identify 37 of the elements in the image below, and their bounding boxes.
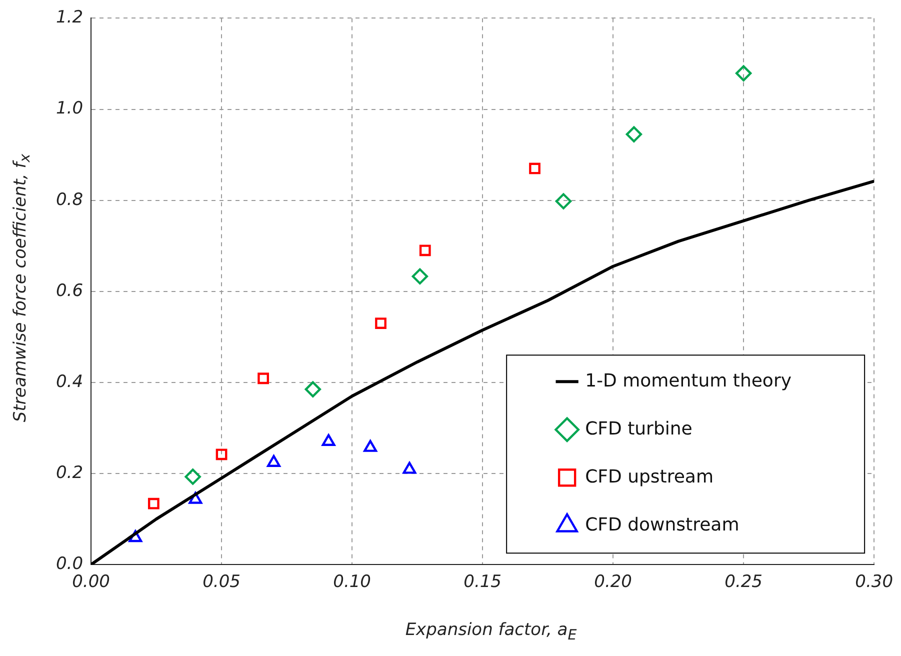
point — [412, 268, 428, 284]
point — [216, 448, 228, 460]
legend-label: CFD upstream — [585, 466, 714, 488]
y-tick-label: 0.2 — [56, 462, 84, 483]
y-tick-label: 0.0 — [56, 554, 84, 574]
point — [735, 65, 752, 82]
point — [529, 162, 540, 174]
point — [626, 126, 642, 142]
point — [188, 492, 202, 504]
x-tick-label: 0.05 — [202, 572, 240, 592]
legend-label: CFD turbine — [585, 418, 692, 440]
point — [402, 462, 416, 474]
point — [375, 318, 386, 329]
point — [364, 440, 378, 452]
legend-label: 1-D momentum theory — [585, 370, 792, 392]
y-tick-label: 1.0 — [56, 98, 84, 119]
point — [267, 455, 280, 467]
y-tick-label: 0.6 — [56, 280, 84, 301]
point — [304, 381, 321, 398]
x-tick-label: 0.25 — [724, 572, 762, 592]
y-tick-label: 0.8 — [56, 190, 84, 210]
x-tick-label: 0.20 — [594, 572, 632, 592]
x-tick-label: 0.10 — [333, 572, 371, 592]
point — [184, 468, 201, 485]
x-tick-label: 0.30 — [855, 572, 894, 592]
point — [258, 372, 269, 384]
legend-label: CFD downstream — [585, 514, 740, 536]
point — [148, 498, 160, 510]
x-axis-title: Expansion factor, a$_{E}$ — [405, 620, 577, 644]
y-tick-label: 0.4 — [56, 372, 84, 392]
y-tick-label: 1.2 — [56, 8, 84, 28]
point — [128, 530, 142, 542]
x-tick-label: 0.00 — [72, 572, 110, 592]
point — [322, 434, 336, 446]
point — [555, 193, 572, 210]
point — [419, 244, 431, 256]
x-tick-label: 0.15 — [464, 572, 502, 592]
